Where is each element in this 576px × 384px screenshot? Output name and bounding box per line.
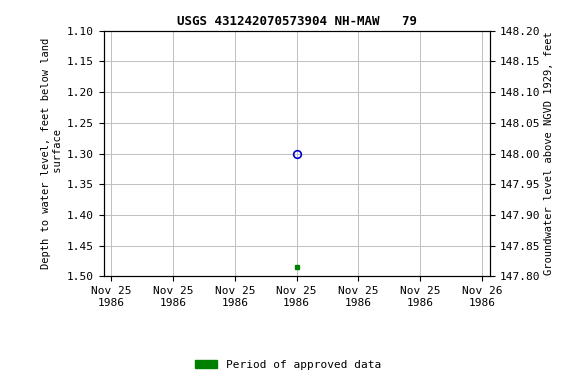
Y-axis label: Depth to water level, feet below land
 surface: Depth to water level, feet below land su… (41, 38, 63, 269)
Legend: Period of approved data: Period of approved data (191, 356, 385, 375)
Title: USGS 431242070573904 NH-MAW   79: USGS 431242070573904 NH-MAW 79 (177, 15, 416, 28)
Y-axis label: Groundwater level above NGVD 1929, feet: Groundwater level above NGVD 1929, feet (544, 32, 554, 275)
